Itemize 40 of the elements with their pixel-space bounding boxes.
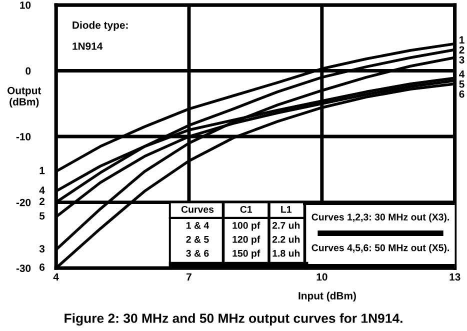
- annotation: Curves 1,2,3: 30 MHz out (X3).: [312, 213, 449, 222]
- x-tick-label: 4: [53, 273, 59, 281]
- x-tick-label: 10: [316, 273, 328, 281]
- x-axis-title: Input (dBm): [298, 292, 356, 302]
- y-tick-label: -10: [16, 133, 31, 140]
- annotation: 2.2 uh: [272, 236, 300, 243]
- y-tick-label: -30: [16, 264, 31, 272]
- x-tick-label: 13: [450, 273, 460, 281]
- annotation: Curves 4,5,6: 50 MHz out (X5).: [312, 244, 449, 254]
- series-label: 2: [459, 46, 464, 54]
- series-label: 5: [459, 80, 464, 88]
- annotation: 1 & 4: [186, 222, 210, 229]
- y-tick-label: 0: [26, 67, 31, 75]
- x-tick-label: 7: [186, 273, 192, 281]
- series-label: 1: [460, 36, 464, 44]
- text: 4: [39, 186, 45, 194]
- series-label: 3: [459, 56, 464, 64]
- text: 2: [40, 198, 45, 206]
- annotation: 100 pf: [232, 222, 260, 231]
- y-tick-label: 10: [20, 1, 31, 9]
- annotation: Curves: [181, 206, 214, 213]
- y-tick-label: -20: [16, 198, 31, 206]
- annotation: 3 & 6: [186, 250, 209, 257]
- annotation: 1.8 uh: [272, 250, 300, 257]
- text: 1: [40, 166, 45, 174]
- annotation: 2.7 uh: [272, 222, 300, 229]
- annotation: 2 & 5: [186, 236, 209, 243]
- text: 6: [40, 264, 45, 271]
- annotation: 1N914: [72, 42, 103, 50]
- annotation: C1: [240, 206, 252, 213]
- y-axis-title: Output (dBm): [8, 86, 42, 108]
- text: Figure 2: 30 MHz and 50 MHz output curves for 1N914.: [64, 313, 402, 326]
- annotation: Diode type:: [72, 21, 128, 31]
- text: 5: [39, 212, 45, 220]
- series-label: 6: [459, 90, 464, 98]
- annotation: 120 pf: [232, 236, 260, 245]
- annotation: L1: [281, 206, 292, 213]
- annotation: 150 pf: [232, 250, 260, 259]
- text: 3: [39, 245, 45, 252]
- series-label: 4: [459, 70, 465, 78]
